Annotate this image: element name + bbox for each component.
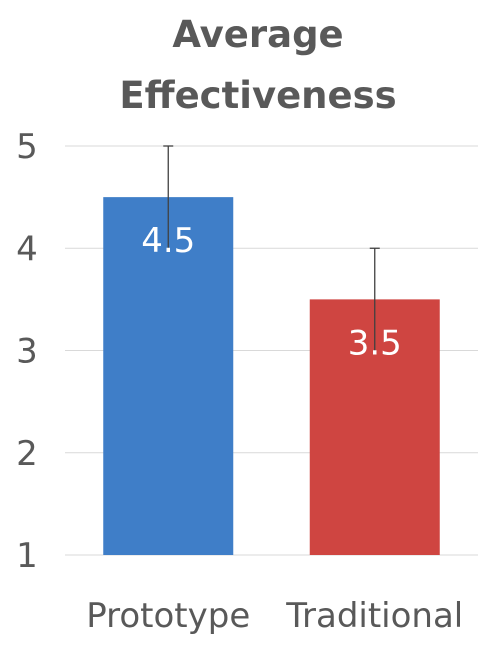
data-label: 3.5 — [348, 323, 402, 363]
y-tick-label: 3 — [16, 332, 38, 372]
data-labels: 4.5 3.5 — [141, 221, 402, 363]
y-tick-label: 5 — [16, 127, 38, 167]
bars — [103, 197, 440, 555]
y-axis-ticks: 1 2 3 4 5 — [16, 127, 38, 576]
data-label: 4.5 — [141, 221, 195, 261]
x-axis-ticks: Prototype Traditional — [86, 596, 463, 636]
chart-title-line-2: Effectiveness — [119, 74, 396, 117]
y-tick-label: 4 — [16, 229, 38, 269]
y-tick-label: 2 — [16, 434, 38, 474]
chart-title-line-1: Average — [172, 13, 343, 56]
x-tick-label: Prototype — [86, 596, 250, 636]
x-tick-label: Traditional — [285, 596, 463, 636]
chart-title: Average Effectiveness — [119, 13, 396, 117]
y-tick-label: 1 — [16, 536, 38, 576]
error-bars — [163, 145, 380, 351]
bar-prototype — [103, 197, 234, 555]
